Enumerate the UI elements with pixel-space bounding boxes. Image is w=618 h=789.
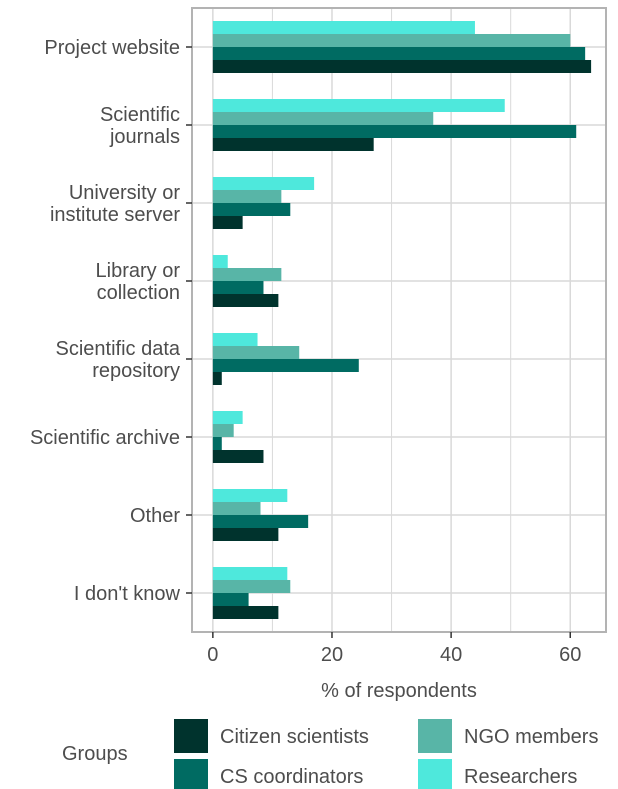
y-tick-label: Scientific data repository	[55, 338, 180, 382]
bar-cs-coordinators	[212, 359, 359, 372]
bar-ngo-members	[212, 34, 571, 47]
bar-citizen-scientists	[212, 606, 279, 619]
bar-citizen-scientists	[212, 372, 222, 385]
y-tick-label: Library or collection	[96, 260, 181, 304]
bar-ngo-members	[212, 424, 234, 437]
bar-cs-coordinators	[212, 515, 309, 528]
legend-label-cs-coordinators: CS coordinators	[220, 766, 363, 788]
legend: Groups Citizen scientists CS coordinators…	[62, 719, 598, 789]
bar-citizen-scientists	[212, 528, 279, 541]
bar-researchers	[212, 411, 243, 424]
bar-researchers	[212, 21, 475, 34]
bar-researchers	[212, 99, 505, 112]
y-tick-label: Scientific archive	[30, 427, 180, 449]
bar-cs-coordinators	[212, 47, 586, 60]
bar-cs-coordinators	[212, 281, 264, 294]
legend-swatch-cs-coordinators	[174, 759, 208, 789]
legend-swatch-researchers	[418, 759, 452, 789]
x-tick-labels: 0 20 40 60	[207, 632, 581, 666]
bar-cs-coordinators	[212, 437, 222, 450]
bar-ngo-members	[212, 112, 434, 125]
bar-ngo-members	[212, 502, 261, 515]
bar-researchers	[212, 255, 228, 268]
bar-citizen-scientists	[212, 138, 374, 151]
y-tick-label: Other	[130, 505, 180, 527]
bar-ngo-members	[212, 580, 291, 593]
bar-citizen-scientists	[212, 216, 243, 229]
legend-swatch-ngo-members	[418, 719, 452, 753]
bar-researchers	[212, 489, 288, 502]
bar-ngo-members	[212, 268, 282, 281]
bar-researchers	[212, 567, 288, 580]
y-tick-label: Scientific journals	[100, 104, 180, 148]
x-tick-label: 0	[207, 644, 218, 666]
legend-swatch-citizen-scientists	[174, 719, 208, 753]
bar-cs-coordinators	[212, 203, 291, 216]
bar-citizen-scientists	[212, 294, 279, 307]
y-tick-label: Project website	[44, 37, 180, 59]
bar-ngo-members	[212, 346, 300, 359]
x-axis-title: % of respondents	[321, 680, 477, 702]
y-tick-labels: Project website Scientific journals Univers…	[30, 37, 192, 605]
x-tick-label: 40	[440, 644, 462, 666]
bar-citizen-scientists	[212, 450, 264, 463]
bar-ngo-members	[212, 190, 282, 203]
panel-border	[191, 7, 607, 633]
bar-cs-coordinators	[212, 593, 249, 606]
bar-researchers	[212, 333, 258, 346]
legend-label-ngo-members: NGO members	[464, 726, 598, 748]
legend-label-citizen-scientists: Citizen scientists	[220, 726, 369, 748]
x-tick-label: 20	[321, 644, 343, 666]
bar-citizen-scientists	[212, 60, 592, 73]
legend-title: Groups	[62, 743, 128, 765]
bar-cs-coordinators	[212, 125, 577, 138]
y-tick-label: University or institute server	[50, 182, 180, 226]
legend-label-researchers: Researchers	[464, 766, 577, 788]
bar-researchers	[212, 177, 315, 190]
bars	[212, 21, 592, 619]
x-tick-label: 60	[559, 644, 581, 666]
y-tick-label: I don't know	[74, 583, 181, 605]
